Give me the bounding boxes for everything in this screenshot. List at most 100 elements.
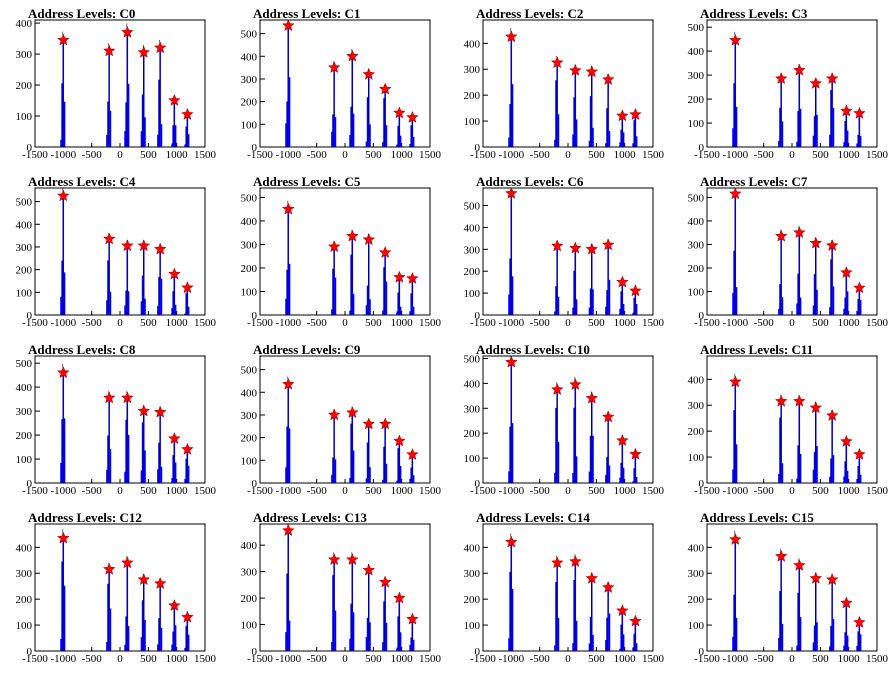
x-tick-label: 1000 — [614, 317, 637, 329]
x-tick-label: -1000 — [498, 149, 524, 161]
y-tick-label: 100 — [241, 455, 258, 467]
peak-marker — [121, 239, 134, 252]
peak-marker — [378, 575, 392, 588]
x-tick-label: 1000 — [391, 149, 414, 161]
peak-marker — [569, 63, 582, 76]
peak-marker — [281, 202, 295, 215]
peak-marker — [327, 60, 341, 74]
x-tick-label: 1000 — [166, 317, 189, 329]
peak-marker — [102, 232, 116, 245]
peak-marker — [281, 377, 295, 390]
x-tick-label: 1500 — [194, 149, 217, 161]
chart-title: Address Levels: C14 — [476, 510, 590, 525]
y-tick-label: 300 — [16, 49, 33, 61]
peak-marker — [793, 226, 806, 239]
x-tick-label: 500 — [365, 653, 382, 665]
peak-marker — [168, 598, 181, 612]
y-tick-label: 200 — [241, 263, 258, 275]
x-tick-label: 500 — [812, 317, 829, 329]
chart-panel: Address Levels: C12 0 100 200 300 400 -1500 -10… — [16, 510, 217, 665]
peak-marker — [102, 391, 116, 404]
x-tick-label: 1000 — [614, 149, 637, 161]
peak-marker — [327, 408, 341, 421]
x-tick-label: -1000 — [722, 653, 748, 665]
x-tick-label: -1500 — [247, 317, 273, 329]
peak-marker — [406, 271, 419, 284]
x-tick-label: 500 — [140, 317, 157, 329]
y-tick-label: 400 — [16, 219, 33, 231]
y-tick-label: 200 — [464, 266, 481, 278]
x-tick-label: -500 — [530, 317, 551, 329]
y-tick-label: 100 — [16, 620, 33, 632]
peak-marker — [825, 408, 839, 422]
peak-marker — [102, 44, 116, 57]
y-tick-label: 200 — [688, 426, 705, 438]
x-tick-label: 1500 — [642, 317, 665, 329]
x-tick-label: 1000 — [391, 485, 414, 497]
x-tick-label: 500 — [140, 149, 157, 161]
y-tick-label: 0 — [27, 310, 33, 322]
x-tick-label: 1500 — [642, 149, 665, 161]
chart-panel: Address Levels: C15 0 100 200 300 400 -1500 -10… — [688, 510, 889, 665]
x-tick-label: -1000 — [275, 149, 301, 161]
peak-marker — [56, 33, 70, 46]
y-tick-label: 500 — [241, 192, 258, 204]
y-tick-label: 300 — [241, 239, 258, 251]
x-tick-label: 500 — [365, 317, 382, 329]
peak-marker — [393, 106, 406, 119]
x-tick-label: 500 — [588, 653, 605, 665]
x-tick-label: -500 — [754, 149, 775, 161]
y-tick-label: 0 — [252, 646, 258, 658]
peak-marker — [728, 187, 742, 200]
x-tick-label: -1000 — [275, 653, 301, 665]
y-tick-label: 100 — [16, 111, 33, 123]
x-tick-label: -500 — [754, 317, 775, 329]
peak-marker — [774, 549, 788, 562]
y-tick-label: 200 — [241, 97, 258, 109]
x-tick-label: 0 — [565, 485, 571, 497]
peak-marker — [504, 535, 518, 548]
chart-title: Address Levels: C10 — [476, 342, 590, 357]
chart-panel: Address Levels: C11 0 100 200 300 400 -1500 -10… — [688, 342, 889, 497]
chart-title: Address Levels: C8 — [28, 342, 136, 357]
x-tick-label: -1500 — [694, 485, 720, 497]
peak-marker — [853, 281, 866, 294]
peak-marker — [121, 556, 134, 569]
x-tick-label: -500 — [530, 485, 551, 497]
x-tick-label: -500 — [530, 653, 551, 665]
peak-marker — [346, 553, 359, 566]
y-tick-label: 0 — [475, 310, 481, 322]
x-tick-label: 0 — [342, 149, 348, 161]
peak-marker — [378, 245, 392, 259]
y-tick-label: 0 — [475, 478, 481, 490]
peak-marker — [378, 417, 392, 430]
y-tick-label: 500 — [241, 365, 258, 377]
y-tick-label: 100 — [16, 454, 33, 466]
peak-marker — [629, 614, 642, 627]
y-tick-label: 400 — [241, 540, 258, 552]
y-tick-label: 0 — [699, 310, 705, 322]
peak-marker — [393, 434, 406, 447]
x-tick-label: 0 — [565, 149, 571, 161]
chart-title: Address Levels: C11 — [700, 342, 813, 357]
peak-marker — [793, 394, 806, 407]
y-tick-label: 200 — [241, 433, 258, 445]
chart-title: Address Levels: C12 — [28, 510, 142, 525]
y-tick-label: 0 — [252, 310, 258, 322]
x-tick-label: 1000 — [166, 653, 189, 665]
x-tick-label: 1500 — [866, 485, 889, 497]
y-tick-label: 0 — [699, 142, 705, 154]
y-tick-label: 0 — [252, 478, 258, 490]
y-tick-label: 0 — [252, 142, 258, 154]
peak-marker — [137, 239, 151, 252]
x-tick-label: 1500 — [866, 317, 889, 329]
peak-marker — [853, 447, 866, 460]
plot-frame — [34, 187, 206, 316]
peak-marker — [585, 65, 599, 78]
chart-title: Address Levels: C5 — [253, 174, 361, 189]
y-tick-label: 100 — [688, 452, 705, 464]
peak-marker — [616, 433, 629, 447]
x-tick-label: -500 — [307, 653, 328, 665]
x-tick-label: -1500 — [470, 149, 496, 161]
